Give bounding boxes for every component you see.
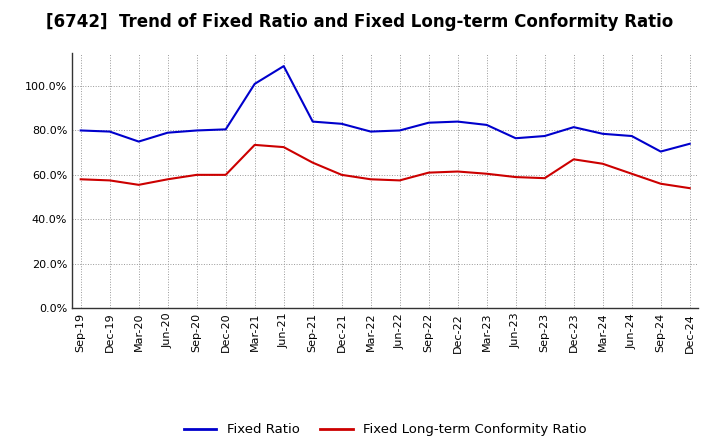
Text: [6742]  Trend of Fixed Ratio and Fixed Long-term Conformity Ratio: [6742] Trend of Fixed Ratio and Fixed Lo… [46,13,674,31]
Legend: Fixed Ratio, Fixed Long-term Conformity Ratio: Fixed Ratio, Fixed Long-term Conformity … [179,418,592,440]
